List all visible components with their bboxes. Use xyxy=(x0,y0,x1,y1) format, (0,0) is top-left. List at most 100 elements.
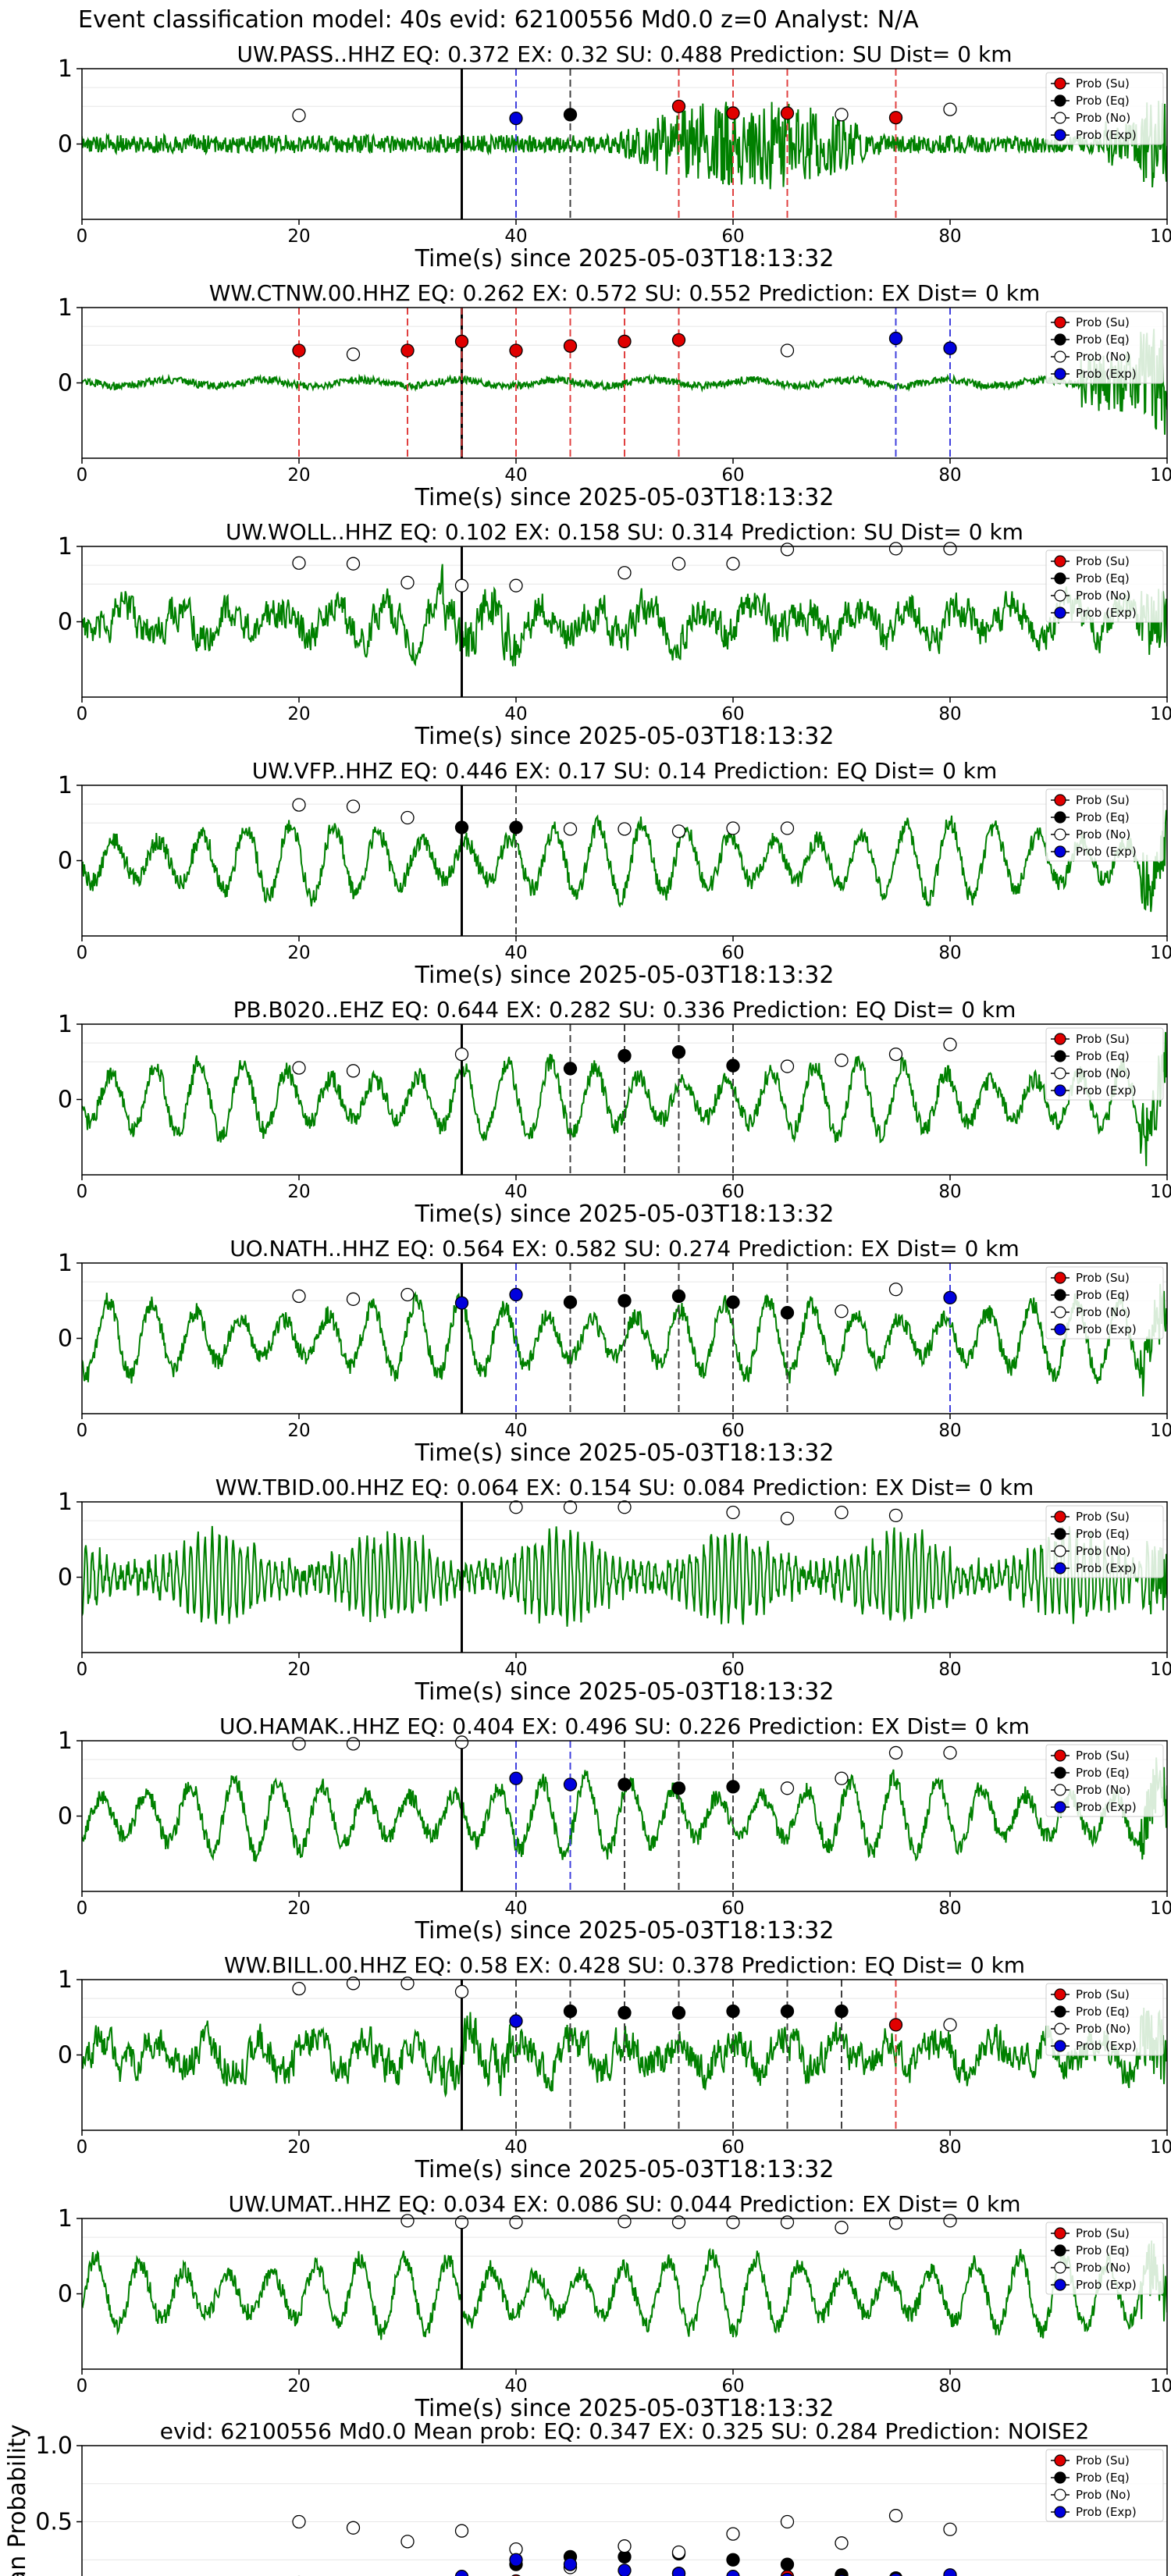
legend-frame xyxy=(1045,1027,1164,1101)
x-tick-label: 60 xyxy=(721,1898,744,1919)
x-tick-label: 40 xyxy=(504,2376,527,2396)
mean-point-eq xyxy=(780,2557,795,2571)
prob-point-no xyxy=(943,1745,957,1760)
prob-point-no xyxy=(888,1047,903,1062)
prob-point-no xyxy=(509,2215,523,2229)
legend-label-no: Prob (No) xyxy=(1076,589,1130,603)
prob-point-su xyxy=(780,106,795,120)
prob-point-no xyxy=(835,1304,849,1318)
legend-marker-su xyxy=(1054,1749,1066,1762)
legend-marker-no xyxy=(1054,589,1066,602)
x-tick-label: 0 xyxy=(77,226,88,247)
y-tick-label: 1 xyxy=(58,533,73,560)
prob-point-exp xyxy=(943,341,957,355)
panel-title: WW.BILL.00.HHZ EQ: 0.58 EX: 0.428 SU: 0.… xyxy=(224,1952,1025,1978)
prob-point-no xyxy=(726,821,740,835)
x-tick-label: 40 xyxy=(504,1660,527,1680)
prob-point-no xyxy=(346,1292,361,1306)
x-tick-label: 60 xyxy=(721,1421,744,1441)
legend-label-no: Prob (No) xyxy=(1076,1783,1130,1797)
prob-point-exp xyxy=(509,1287,523,1302)
legend-marker-exp xyxy=(1054,1084,1066,1097)
prob-point-exp xyxy=(943,1290,957,1305)
legend-frame xyxy=(1045,2222,1164,2295)
legend-label-exp: Prob (Exp) xyxy=(1076,2505,1137,2519)
prob-point-no xyxy=(780,2215,795,2229)
x-tick-label: 20 xyxy=(287,704,310,724)
x-tick-label: 0 xyxy=(77,465,88,486)
legend-label-su: Prob (Su) xyxy=(1076,1749,1130,1763)
prob-point-eq xyxy=(671,1781,686,1795)
prob-point-no xyxy=(400,1287,415,1302)
prob-point-no xyxy=(888,542,903,556)
x-tick-label: 100 xyxy=(1150,943,1171,963)
legend-frame xyxy=(1045,550,1164,623)
prob-point-exp xyxy=(509,112,523,126)
legend-marker-su xyxy=(1054,316,1066,329)
y-tick-label: 0 xyxy=(58,1325,73,1353)
waveform-trace xyxy=(82,1525,1167,1627)
panel-7: WW.TBID.00.HHZ EQ: 0.064 EX: 0.154 SU: 0… xyxy=(58,1475,1171,1706)
prob-point-eq xyxy=(671,1045,686,1059)
prob-point-su xyxy=(618,334,632,349)
prob-point-eq xyxy=(618,1777,632,1791)
x-tick-label: 80 xyxy=(938,1898,961,1919)
y-tick-label: 1 xyxy=(58,1489,73,1516)
legend-label-no: Prob (No) xyxy=(1076,111,1130,125)
prob-point-no xyxy=(780,821,795,835)
legend-marker-eq xyxy=(1054,1050,1066,1062)
legend-label-su: Prob (Su) xyxy=(1076,793,1130,807)
x-tick-label: 0 xyxy=(77,2137,88,2158)
legend-label-su: Prob (Su) xyxy=(1076,1987,1130,2001)
legend-label-exp: Prob (Exp) xyxy=(1076,367,1137,381)
panel-2: WW.CTNW.00.HHZ EQ: 0.262 EX: 0.572 SU: 0… xyxy=(58,280,1171,511)
panel-title: UW.VFP..HHZ EQ: 0.446 EX: 0.17 SU: 0.14 … xyxy=(252,758,998,784)
prob-point-no xyxy=(292,1061,306,1075)
legend-label-no: Prob (No) xyxy=(1076,1066,1130,1080)
prob-point-no xyxy=(835,1771,849,1785)
legend-marker-su xyxy=(1054,1510,1066,1523)
x-tick-label: 100 xyxy=(1150,2137,1171,2158)
y-tick-label: 0 xyxy=(58,131,73,158)
mean-point-no xyxy=(835,2536,849,2550)
mean-point-no xyxy=(400,2535,415,2549)
x-tick-label: 40 xyxy=(504,465,527,486)
prob-point-exp xyxy=(509,2014,523,2028)
y-tick-label: 0 xyxy=(58,1803,73,1831)
panel-9: WW.BILL.00.HHZ EQ: 0.58 EX: 0.428 SU: 0.… xyxy=(58,1952,1171,2183)
prob-point-no xyxy=(563,822,578,836)
legend-label-su: Prob (Su) xyxy=(1076,1271,1130,1285)
legend-label-eq: Prob (Eq) xyxy=(1076,1766,1130,1780)
panel-title: evid: 62100556 Md0.0 Mean prob: EQ: 0.34… xyxy=(160,2418,1090,2444)
waveform-trace xyxy=(82,1032,1167,1166)
prob-point-no xyxy=(780,1059,795,1073)
panel-4: UW.VFP..HHZ EQ: 0.446 EX: 0.17 SU: 0.14 … xyxy=(58,758,1171,989)
legend-frame xyxy=(1045,1505,1164,1578)
legend-label-no: Prob (No) xyxy=(1076,827,1130,841)
x-tick-label: 40 xyxy=(504,226,527,247)
prob-point-no xyxy=(618,2215,632,2229)
legend-label-exp: Prob (Exp) xyxy=(1076,1800,1137,1814)
prob-point-su xyxy=(563,339,578,353)
x-axis-label: Time(s) since 2025-05-03T18:13:32 xyxy=(415,2156,835,2183)
legend-marker-no xyxy=(1054,2489,1066,2501)
legend-label-su: Prob (Su) xyxy=(1076,554,1130,568)
legend-label-eq: Prob (Eq) xyxy=(1076,94,1130,108)
prob-point-no xyxy=(400,810,415,825)
legend-label-exp: Prob (Exp) xyxy=(1076,1561,1137,1575)
legend-marker-eq xyxy=(1054,2005,1066,2018)
legend-marker-exp xyxy=(1054,607,1066,619)
prob-point-no xyxy=(292,556,306,570)
prob-point-no xyxy=(454,578,469,592)
mean-point-exp xyxy=(454,2570,469,2576)
mean-point-no xyxy=(726,2527,740,2541)
mean-point-exp xyxy=(618,2564,632,2576)
prob-point-no xyxy=(780,343,795,358)
legend-label-eq: Prob (Eq) xyxy=(1076,571,1130,585)
x-tick-label: 80 xyxy=(938,943,961,963)
waveform-trace xyxy=(82,809,1167,913)
legend-marker-su xyxy=(1054,794,1066,806)
y-tick-label: 0 xyxy=(58,609,73,636)
legend-marker-no xyxy=(1054,2261,1066,2274)
